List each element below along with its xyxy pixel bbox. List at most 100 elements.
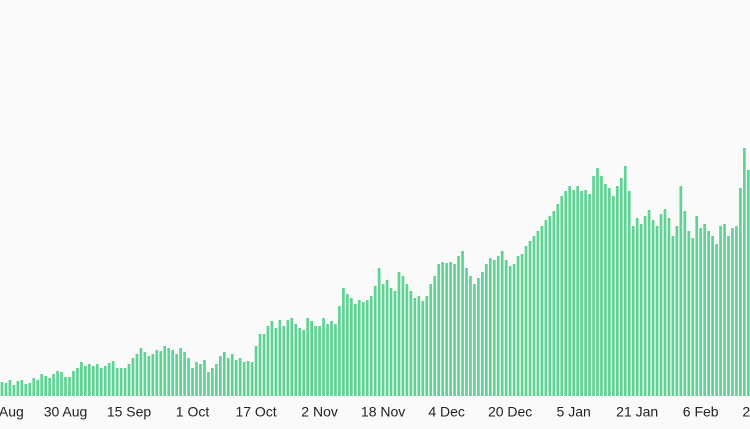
bar: [461, 251, 464, 396]
bar: [338, 306, 341, 396]
bar: [135, 354, 139, 396]
bar: [16, 381, 20, 396]
bar: [222, 352, 226, 396]
bar: [52, 374, 55, 396]
bar: [266, 326, 270, 396]
bar: [218, 356, 222, 396]
bar: [615, 186, 619, 396]
bar: [123, 368, 127, 396]
bar: [695, 216, 699, 396]
bar: [195, 362, 198, 396]
bar: [655, 226, 659, 396]
bar: [409, 291, 413, 396]
bar: [512, 264, 516, 396]
bar: [516, 256, 520, 396]
bar: [330, 321, 333, 396]
bar: [433, 276, 437, 396]
bar: [346, 294, 349, 396]
bar: [413, 298, 417, 396]
bar: [163, 346, 167, 396]
bar: [95, 364, 99, 396]
bar: [540, 226, 544, 396]
x-tick-label: 21 Jan: [616, 404, 658, 420]
bar: [715, 244, 718, 396]
bar: [405, 284, 409, 396]
bar: [584, 190, 587, 396]
bar: [441, 262, 445, 396]
bar: [731, 228, 734, 396]
x-tick-label: 18 Nov: [361, 404, 405, 420]
bar: [175, 354, 179, 396]
bar: [290, 318, 294, 396]
bar: [580, 191, 583, 396]
bar: [314, 326, 317, 396]
bar: [743, 148, 746, 396]
bar: [381, 284, 385, 396]
bar: [481, 272, 484, 396]
bar: [711, 236, 714, 396]
bar: [659, 214, 663, 396]
bar: [623, 166, 627, 396]
bar: [12, 385, 16, 396]
bar: [508, 266, 512, 396]
bar: [707, 231, 710, 396]
bar: [627, 191, 631, 396]
bar: [234, 360, 238, 396]
bar: [484, 264, 488, 396]
bar: [286, 320, 290, 396]
bar: [373, 286, 377, 396]
bar: [4, 383, 8, 396]
bar: [417, 296, 421, 396]
bar: [612, 196, 615, 396]
bar: [8, 380, 12, 396]
bar: [639, 224, 643, 396]
bar: [159, 351, 163, 396]
bar: [270, 321, 274, 396]
bar: [492, 260, 496, 396]
bar: [536, 231, 540, 396]
bar: [250, 362, 254, 396]
bar: [282, 326, 286, 396]
bar: [365, 300, 369, 396]
bar: [44, 376, 48, 396]
bar: [139, 348, 143, 396]
bar: [500, 251, 504, 396]
bar: [91, 366, 95, 396]
bar: [40, 374, 44, 396]
bar: [322, 318, 325, 396]
bar: [68, 377, 71, 396]
bar: [746, 170, 750, 396]
bar: [552, 211, 556, 396]
bar: [421, 301, 425, 396]
bar: [361, 302, 365, 396]
bar: [572, 190, 576, 396]
bar: [298, 328, 302, 396]
bar: [560, 196, 564, 396]
bar: [596, 168, 599, 396]
bar: [155, 350, 159, 396]
bar: [48, 378, 51, 396]
bar: [274, 328, 278, 396]
bar: [187, 358, 190, 396]
bar: [203, 360, 206, 396]
bar: [687, 231, 691, 396]
bar: [719, 226, 722, 396]
x-tick-label: 4 Dec: [428, 404, 465, 420]
x-tick-label: 15 Sep: [107, 404, 152, 420]
bar: [532, 236, 536, 396]
bar: [663, 209, 667, 396]
bar: [318, 326, 321, 396]
bar: [32, 378, 36, 396]
bar: [80, 362, 83, 396]
bar: [564, 191, 568, 396]
bar: [592, 176, 595, 396]
bar: [397, 272, 401, 396]
bar: [119, 368, 123, 396]
bar: [72, 371, 75, 396]
bar: [437, 264, 441, 396]
bar: [445, 263, 448, 396]
bar: [99, 368, 103, 396]
bar: [131, 358, 135, 396]
x-tick-label: 1 Oct: [176, 404, 210, 420]
bar: [199, 364, 202, 396]
